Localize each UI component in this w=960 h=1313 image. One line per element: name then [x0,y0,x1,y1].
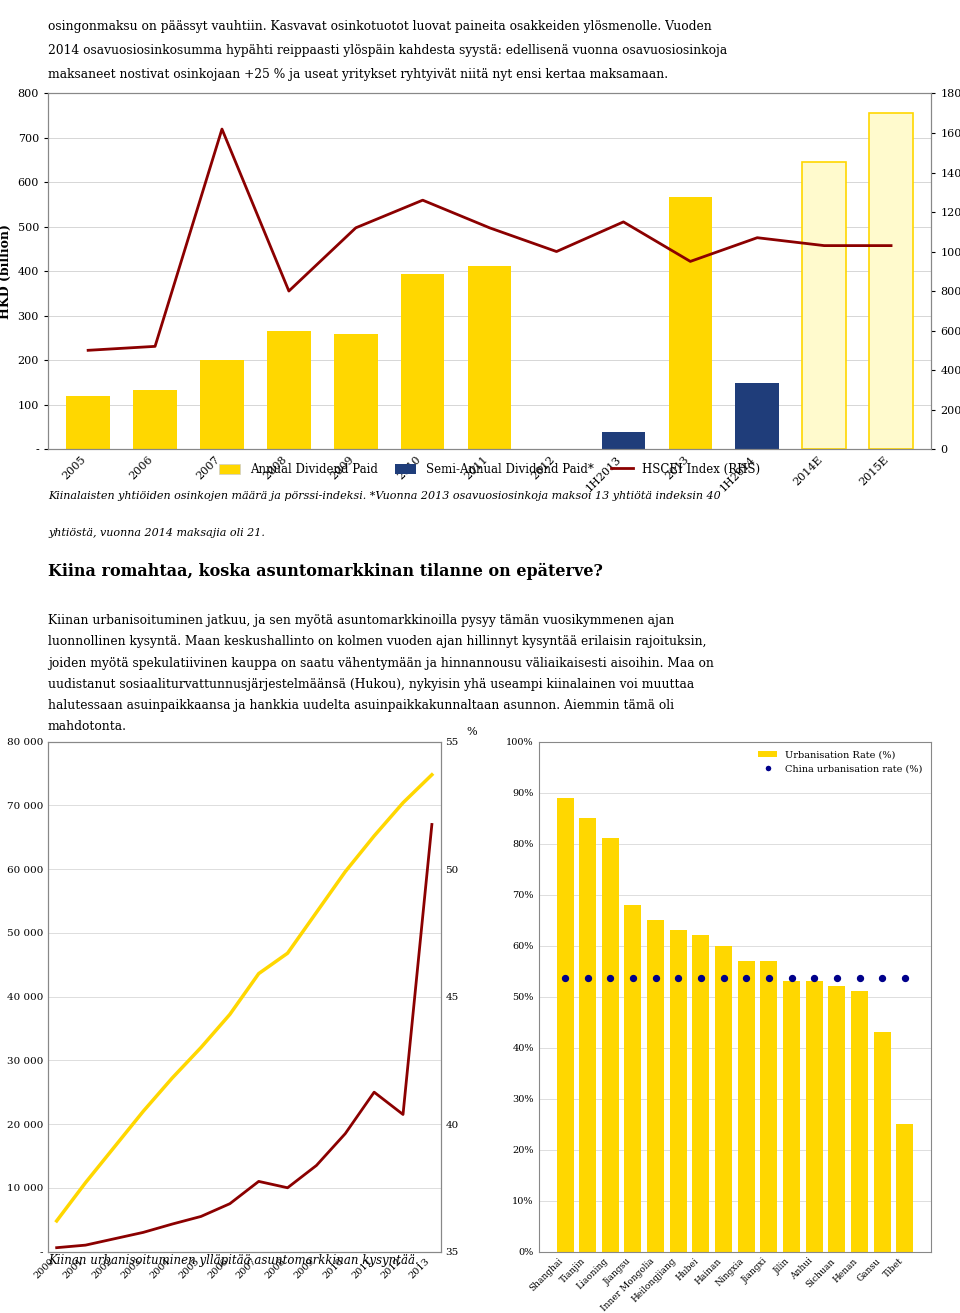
Bar [783,981,800,1251]
Bar [735,383,779,449]
Bar [668,197,712,449]
Bar [670,931,686,1251]
Bar [468,265,512,449]
Y-axis label: HKD (billion): HKD (billion) [0,223,12,319]
Text: uudistanut sosiaaliturvattunnusjärjestelmäänsä (Hukou), nykyisin yhä useampi kii: uudistanut sosiaaliturvattunnusjärjestel… [48,678,694,691]
Bar [625,905,641,1251]
Point [603,968,618,989]
Bar [401,273,444,449]
Point [648,968,663,989]
Bar [897,1124,913,1251]
Text: 2014 osavuosiosinkosumma hypähti reippaasti ylöspäin kahdesta syystä: edellisenä: 2014 osavuosiosinkosumma hypähti reippaa… [48,45,728,56]
Bar [852,991,868,1251]
Text: Kiinalaisten yhtiöiden osinkojen määrä ja pörssi-indeksi. *Vuonna 2013 osavuosio: Kiinalaisten yhtiöiden osinkojen määrä j… [48,491,721,500]
Bar [133,390,177,449]
Point [693,968,708,989]
Point [829,968,845,989]
Point [580,968,595,989]
Text: luonnollinen kysyntä. Maan keskushallinto on kolmen vuoden ajan hillinnyt kysynt: luonnollinen kysyntä. Maan keskushallint… [48,635,707,649]
Point [761,968,777,989]
Text: yhtiöstä, vuonna 2014 maksajia oli 21.: yhtiöstä, vuonna 2014 maksajia oli 21. [48,528,265,538]
Text: Kiina romahtaa, koska asuntomarkkinan tilanne on epäterve?: Kiina romahtaa, koska asuntomarkkinan ti… [48,563,603,580]
Point [671,968,686,989]
Point [738,968,754,989]
Bar [334,334,377,449]
Bar [201,360,244,449]
Bar [738,961,755,1251]
Text: maksaneet nostivat osinkojaan +25 % ja useat yritykset ryhtyivät niitä nyt ensi : maksaneet nostivat osinkojaan +25 % ja u… [48,68,668,81]
Bar [692,935,709,1251]
Point [898,968,913,989]
Bar [805,981,823,1251]
Legend: Urbanisation Rate (%), China urbanisation rate (%): Urbanisation Rate (%), China urbanisatio… [754,747,926,777]
Bar [267,331,311,449]
Bar [870,113,913,449]
Legend: Annual Dividend Paid, Semi-Annual Dividend Paid*, HSCEI Index (RHS): Annual Dividend Paid, Semi-Annual Divide… [214,458,765,481]
Text: joiden myötä spekulatiivinen kauppa on saatu vähentymään ja hinnannousu väliaika: joiden myötä spekulatiivinen kauppa on s… [48,656,714,670]
Text: %: % [467,726,477,737]
Text: halutessaan asuinpaikkaansa ja hankkia uudelta asuinpaikkakunnaltaan asunnon. Ai: halutessaan asuinpaikkaansa ja hankkia u… [48,699,674,712]
Bar [579,818,596,1251]
Text: Kiinan urbanisoituminen jatkuu, ja sen myötä asuntomarkkinoilla pysyy tämän vuos: Kiinan urbanisoituminen jatkuu, ja sen m… [48,614,674,628]
Point [558,968,573,989]
Point [806,968,822,989]
Point [875,968,890,989]
Bar [760,961,778,1251]
Bar [828,986,846,1251]
Point [716,968,732,989]
Text: mahdotonta.: mahdotonta. [48,721,127,734]
Bar [557,798,573,1251]
Bar [602,839,619,1251]
Point [784,968,800,989]
Bar [647,920,664,1251]
Text: osingonmaksu on päässyt vauhtiin. Kasvavat osinkotuotot luovat paineita osakkeid: osingonmaksu on päässyt vauhtiin. Kasvav… [48,20,711,33]
Point [625,968,640,989]
Text: Kiinan urbanisoituminen ylläpitää asuntomarkkinan kysyntää.: Kiinan urbanisoituminen ylläpitää asunto… [48,1254,419,1267]
Bar [874,1032,891,1251]
Point [852,968,867,989]
Bar [602,432,645,449]
Bar [66,395,109,449]
Bar [715,945,732,1251]
Bar [803,163,846,449]
